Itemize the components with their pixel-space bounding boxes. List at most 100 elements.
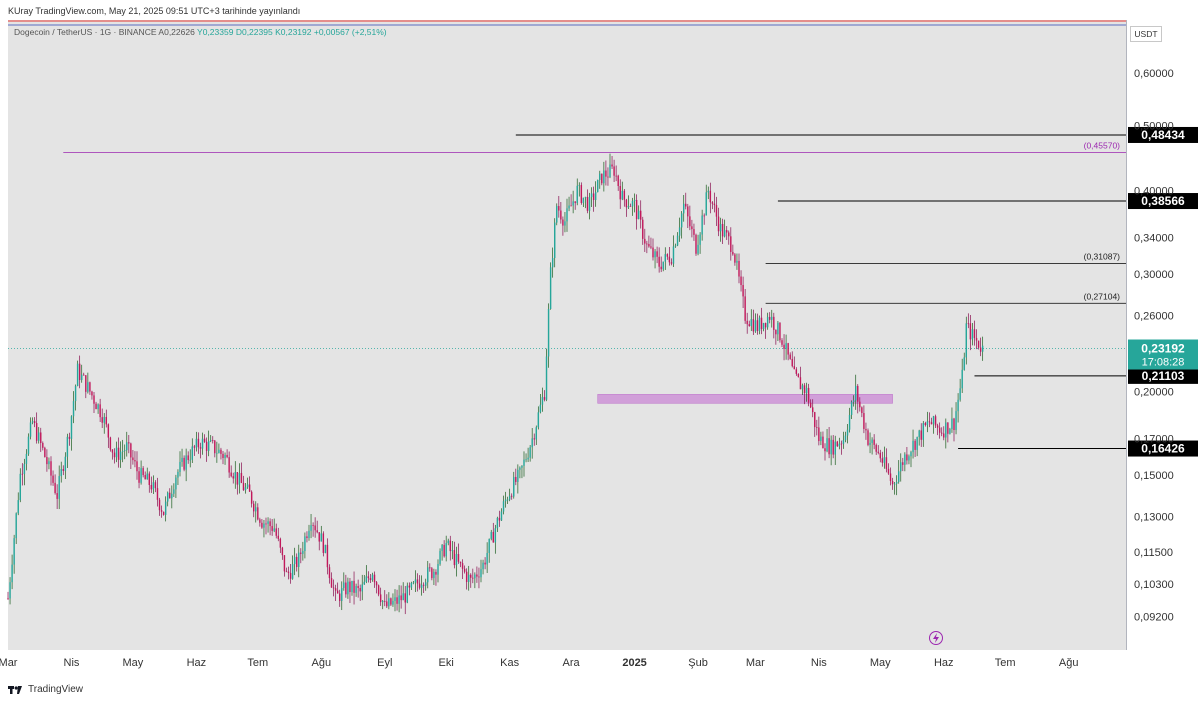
- x-tick-label: Nis: [811, 657, 827, 669]
- candle-body: [887, 468, 890, 474]
- candle-body: [269, 521, 271, 527]
- candle-body: [572, 201, 574, 206]
- candle-body: [244, 487, 247, 491]
- candle-body: [44, 447, 46, 458]
- candle-body: [594, 192, 597, 200]
- price-axis[interactable]: [1126, 20, 1200, 650]
- candle-body: [463, 568, 466, 572]
- candle-body: [576, 185, 578, 204]
- candle-body: [240, 472, 243, 483]
- candle-body: [107, 424, 110, 438]
- candle-body: [644, 238, 646, 244]
- footer-brand[interactable]: TradingView: [8, 684, 83, 695]
- candle-body: [316, 530, 318, 533]
- candle-body: [945, 422, 947, 438]
- candle-body: [427, 567, 429, 583]
- x-tick-label: May: [123, 657, 144, 669]
- candle-body: [596, 179, 599, 193]
- candle-body: [164, 501, 167, 515]
- candle-body: [891, 480, 894, 485]
- candle-body: [351, 580, 353, 593]
- candle-body: [973, 329, 976, 339]
- candle-body: [787, 343, 789, 355]
- candle-body: [54, 482, 56, 494]
- candle-body: [922, 423, 925, 440]
- candle-body: [375, 582, 378, 586]
- candle-body: [648, 243, 650, 247]
- candle-body: [637, 210, 640, 220]
- candle-body: [191, 446, 194, 460]
- candle-body: [779, 322, 781, 341]
- candle-body: [373, 574, 376, 583]
- candle-body: [328, 567, 331, 579]
- candle-body: [940, 432, 943, 434]
- candle-body: [283, 555, 286, 572]
- candle-body: [390, 598, 392, 605]
- candle-body: [228, 457, 230, 473]
- fib-level-label: (0,45570): [1084, 141, 1121, 151]
- candle-body: [369, 578, 372, 581]
- candle-body: [484, 562, 486, 565]
- candle-body: [510, 495, 513, 497]
- candle-body: [9, 582, 11, 599]
- candle-body: [527, 457, 529, 460]
- candle-body: [83, 374, 85, 376]
- legend-symbol[interactable]: Dogecoin / TetherUS · 1G · BINANCE: [14, 27, 157, 37]
- candle-body: [664, 254, 667, 262]
- candle-body: [781, 340, 783, 345]
- candle-body: [357, 586, 359, 588]
- candle-body: [279, 538, 282, 548]
- publish-header: KUray TradingView.com, May 21, 2025 09:5…: [8, 6, 301, 16]
- candle-body: [263, 523, 265, 528]
- candle-body: [650, 246, 652, 248]
- candle-body: [300, 552, 302, 554]
- candle-body: [318, 532, 320, 542]
- candle-body: [797, 373, 800, 378]
- y-tick-label: 0,26000: [1134, 310, 1174, 322]
- candle-body: [158, 499, 161, 511]
- candle-body: [816, 427, 818, 428]
- candle-body: [52, 475, 54, 483]
- candle-body: [261, 522, 263, 528]
- candle-body: [603, 170, 605, 184]
- candle-body: [529, 447, 531, 458]
- support-zone: [597, 394, 893, 404]
- candle-body: [212, 440, 214, 441]
- candle-body: [252, 503, 255, 512]
- candle-body: [58, 476, 60, 499]
- x-tick-label: Mar: [746, 657, 765, 669]
- candle-body: [746, 320, 748, 325]
- candle-body: [384, 600, 386, 602]
- candle-body: [101, 417, 103, 423]
- candle-body: [11, 564, 13, 583]
- candle-body: [865, 428, 867, 431]
- candle-body: [205, 441, 208, 451]
- candle-body: [349, 581, 351, 593]
- candle-body: [900, 462, 902, 472]
- candle-body: [19, 473, 22, 501]
- candle-body: [437, 564, 439, 575]
- currency-button[interactable]: USDT: [1130, 26, 1162, 42]
- tradingview-logo-icon: [8, 685, 24, 695]
- candle-body: [433, 571, 435, 579]
- candle-body: [222, 453, 224, 459]
- candle-body: [128, 442, 130, 444]
- candle-body: [842, 440, 845, 445]
- candlestick-chart[interactable]: 0,48434 0,38566 0,21103 0,16426 (0,45570) (0,…: [0, 18, 1200, 678]
- candle-body: [33, 421, 36, 423]
- candle-body: [840, 443, 843, 445]
- candle-body: [713, 203, 716, 206]
- candle-body: [492, 531, 495, 543]
- candle-body: [631, 200, 634, 207]
- candle-body: [926, 421, 929, 426]
- candle-body: [629, 206, 632, 207]
- candle-body: [783, 344, 785, 349]
- candle-body: [961, 369, 963, 389]
- legend-change: +0,00567 (+2,51%): [313, 27, 387, 37]
- candle-body: [257, 507, 259, 520]
- candle-body: [23, 463, 26, 474]
- chart-pane[interactable]: [8, 20, 1126, 650]
- candle-body: [443, 544, 445, 557]
- candle-body: [37, 432, 40, 441]
- candle-body: [455, 554, 458, 566]
